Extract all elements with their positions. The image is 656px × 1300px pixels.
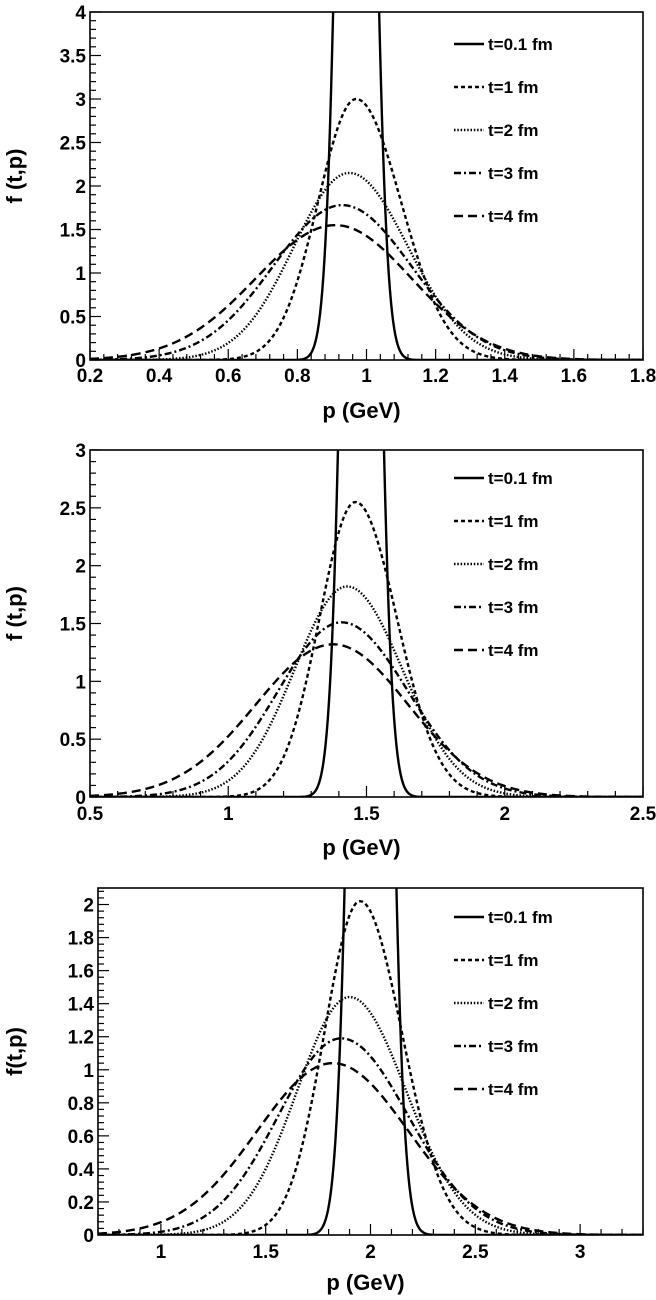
- y-tick-label: 4: [75, 3, 86, 24]
- y-tick-label: 1: [75, 264, 86, 285]
- x-tick-label: 2.5: [630, 804, 656, 825]
- x-axis-title: p (GeV): [326, 1270, 404, 1295]
- x-tick-label: 1.5: [252, 1242, 279, 1263]
- series-line-t-3-fm: [90, 203, 643, 360]
- panel-bottom: 1 1.5 2 2.5 3 0 0.2 0.4 0.6 0.8 1 1.2 1.4 1.6 1.8 2 p (G…: [2, 887, 644, 1295]
- y-tick-label: 2: [75, 177, 86, 198]
- y-tick-label: 1.8: [68, 929, 94, 950]
- plot-frame: [89, 449, 644, 798]
- x-tick-label: 2.5: [462, 1242, 489, 1263]
- y-tick-label: 2: [75, 557, 86, 578]
- series-line-t-1-fm: [98, 900, 643, 1235]
- x-tick-label: 2: [499, 804, 510, 825]
- x-tick-label: 1.8: [630, 366, 656, 387]
- legend-label-t-2-fm: t=2 fm: [488, 994, 539, 1013]
- x-tick-label: 2: [365, 1242, 376, 1263]
- x-axis-title: p (GeV): [322, 835, 400, 860]
- y-axis-title: f(t,p): [2, 1027, 27, 1076]
- y-tick-label: 0: [83, 1226, 94, 1247]
- y-tick-label: 1.2: [68, 1028, 94, 1049]
- y-tick-label: 0.2: [68, 1193, 94, 1214]
- plot-frame: [89, 11, 644, 361]
- x-tick-label: 3: [575, 1242, 586, 1263]
- y-tick-label: 0.5: [60, 730, 87, 751]
- x-tick-label: 0.4: [146, 366, 173, 387]
- y-tick-label: 0.6: [68, 1127, 94, 1148]
- y-tick-label: 2.5: [60, 134, 87, 155]
- series-line-t-3-fm: [90, 621, 643, 797]
- series-line-t-2-fm: [90, 171, 643, 360]
- curves: [90, 12, 643, 360]
- panel-middle: 0.5 1 1.5 2 2.500.511.522.53p (GeV)f (t,p)t=…: [2, 441, 656, 860]
- y-tick-label: 1: [83, 1061, 94, 1082]
- series-line-t-1-fm: [90, 97, 643, 360]
- legend-label-t-4-fm: t=4 fm: [488, 1080, 539, 1099]
- x-axis-title: p (GeV): [322, 398, 400, 423]
- legend-label-t-1-fm: t=1 fm: [488, 512, 539, 531]
- series-line-t-2-fm: [90, 585, 643, 797]
- x-tick-label: 1: [361, 366, 372, 387]
- legend-label-t-0-1-fm: t=0.1 fm: [488, 908, 553, 927]
- x-tick-label: 1: [156, 1242, 167, 1263]
- y-tick-label: 3: [75, 441, 86, 462]
- y-tick-label: 1.6: [68, 962, 94, 983]
- y-tick-label: 1.5: [60, 221, 87, 242]
- legend-label-t-2-fm: t=2 fm: [488, 555, 539, 574]
- x-tick-label: 0.2: [77, 366, 103, 387]
- plot-frame: [97, 887, 644, 1236]
- x-tick-label: 1.5: [353, 804, 380, 825]
- y-tick-label: 1.5: [60, 615, 87, 636]
- y-tick-label: 3.5: [60, 47, 87, 68]
- y-tick-label: 0: [75, 788, 86, 809]
- x-tick-label: 1: [223, 804, 234, 825]
- series-line-t-4-fm: [90, 643, 643, 797]
- y-tick-label: 0.4: [68, 1160, 95, 1181]
- y-axis-title: f (t,p): [2, 149, 27, 204]
- legend-label-t-4-fm: t=4 fm: [488, 641, 539, 660]
- y-axis-title: f (t,p): [2, 586, 27, 641]
- x-tick-label: 1.6: [561, 366, 587, 387]
- legend-label-t-2-fm: t=2 fm: [488, 121, 539, 140]
- y-tick-label: 0.5: [60, 308, 87, 329]
- y-tick-label: 1: [75, 672, 86, 693]
- series-line-t-4-fm: [98, 1061, 643, 1235]
- legend-label-t-0-1-fm: t=0.1 fm: [488, 469, 553, 488]
- y-tick-label: 0: [75, 351, 86, 372]
- legend: t=0.1 fm t=1 fm t=2 fm t=3 fm t=4 fm: [454, 908, 553, 1099]
- legend-label-t-3-fm: t=3 fm: [488, 164, 539, 183]
- legend-label-t-1-fm: t=1 fm: [488, 951, 539, 970]
- curves: [90, 450, 643, 797]
- legend-label-t-3-fm: t=3 fm: [488, 598, 539, 617]
- series-line-t-4-fm: [90, 223, 643, 360]
- y-tick-label: 2.5: [60, 499, 87, 520]
- legend-label-t-4-fm: t=4 fm: [488, 207, 539, 226]
- x-tick-label: 0.6: [215, 366, 241, 387]
- series-line-t-2-fm: [98, 995, 643, 1235]
- y-tick-label: 3: [75, 90, 86, 111]
- legend: t=0.1 fm t=1 fm t=2 fm t=3 fm t=4 fm: [454, 469, 553, 660]
- x-tick-label: 1.4: [492, 366, 519, 387]
- y-tick-label: 0.8: [68, 1094, 94, 1115]
- y-tick-label: 2: [83, 896, 94, 917]
- series-line-t-1-fm: [90, 500, 643, 797]
- series-line-t-3-fm: [98, 1037, 643, 1235]
- x-tick-label: 0.5: [77, 804, 104, 825]
- legend-label-t-3-fm: t=3 fm: [488, 1037, 539, 1056]
- y-tick-label: 1.4: [68, 995, 95, 1016]
- legend: t=0.1 fm t=1 fm t=2 fm t=3 fm t=4 fm: [454, 35, 553, 226]
- x-tick-label: 1.2: [422, 366, 448, 387]
- x-tick-label: 0.8: [284, 366, 310, 387]
- panel-top: 0.2 0.4 0.6 0.8 1 1.2 1.4 1.6 1.8 0 0.5 1 1.5 2 2.5 3 3.…: [2, 3, 656, 423]
- curves: [98, 888, 643, 1235]
- legend-label-t-1-fm: t=1 fm: [488, 78, 539, 97]
- legend-label-t-0-1-fm: t=0.1 fm: [488, 35, 553, 54]
